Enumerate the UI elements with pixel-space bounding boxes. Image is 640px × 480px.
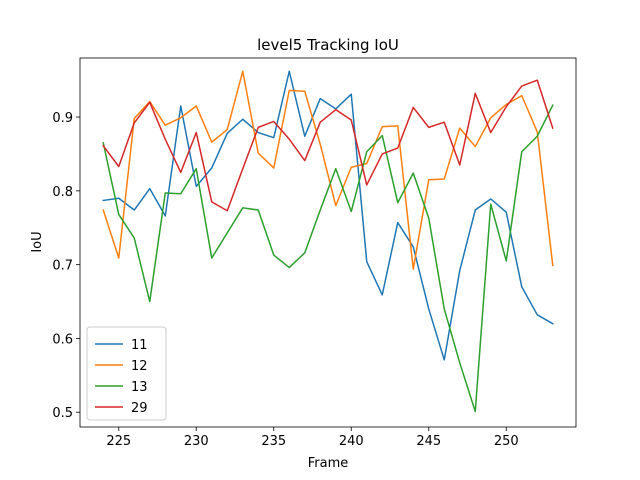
series-line-12	[102, 70, 554, 270]
x-tick-label: 245	[416, 434, 441, 449]
y-tick-label: 0.8	[52, 185, 73, 200]
y-tick-label: 0.9	[52, 111, 73, 126]
x-tick-label: 250	[494, 434, 519, 449]
legend: 11 12 13 29	[86, 326, 167, 421]
x-tick-label: 230	[184, 434, 209, 449]
x-tick-label: 240	[339, 434, 364, 449]
plot-area: 225 230 235 240 245 250 0.5 0.6 0.7 0.8 0.9	[52, 57, 577, 449]
series-line-13	[102, 104, 554, 413]
series-line-11	[102, 70, 554, 361]
legend-label-11: 11	[131, 338, 148, 353]
axes-frame	[79, 57, 577, 428]
y-tick-label: 0.5	[52, 406, 73, 421]
y-axis-label: IoU	[30, 231, 45, 252]
legend-label-12: 12	[131, 359, 148, 374]
x-tick-label: 235	[261, 434, 286, 449]
legend-label-13: 13	[131, 380, 148, 395]
y-tick-label: 0.6	[52, 332, 73, 347]
legend-label-29: 29	[131, 401, 148, 416]
chart-title: level5 Tracking IoU	[257, 36, 399, 54]
legend-box	[86, 326, 167, 421]
series-line-29	[102, 79, 554, 212]
x-tick-label: 225	[106, 434, 131, 449]
y-tick-label: 0.7	[52, 259, 73, 274]
x-axis-label: Frame	[308, 456, 349, 471]
